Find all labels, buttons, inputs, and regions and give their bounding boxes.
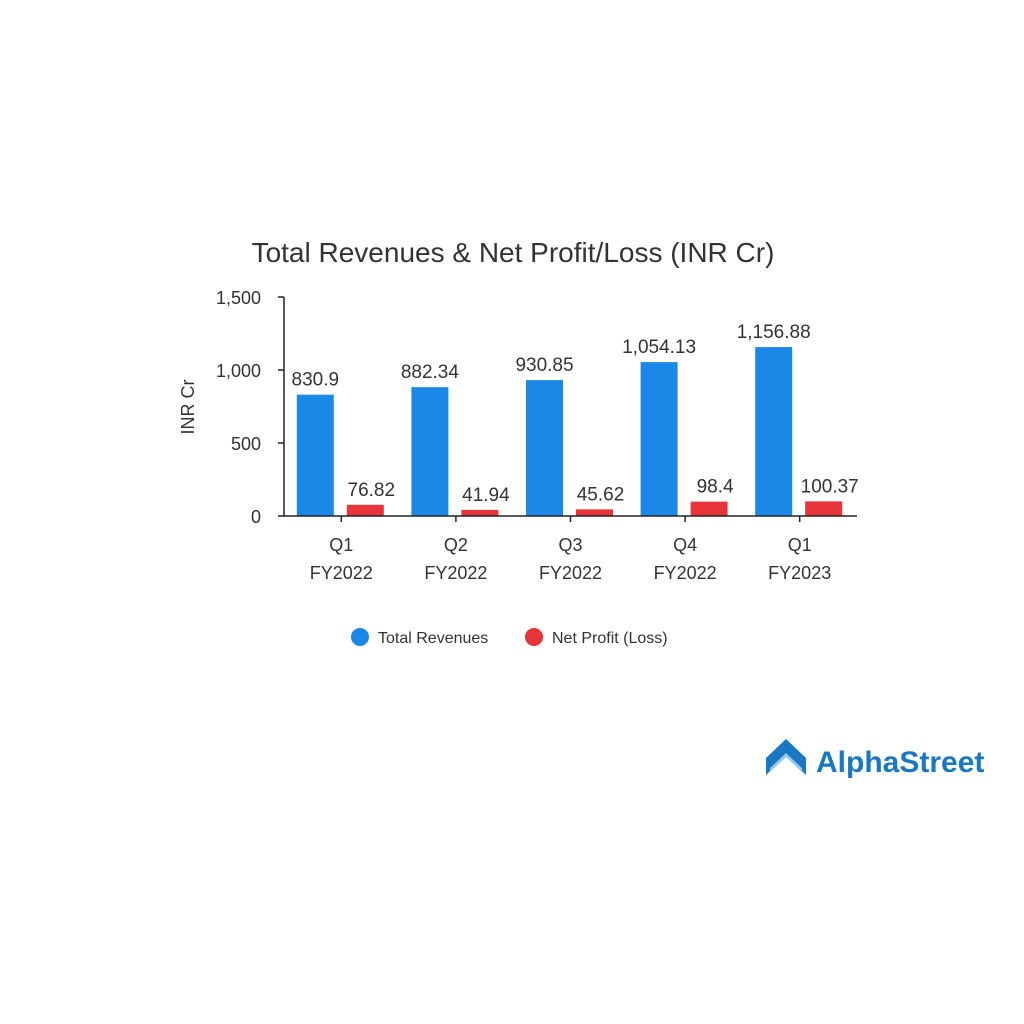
- x-tick-label: Q1: [329, 535, 353, 555]
- y-tick-label: 1,500: [216, 288, 261, 308]
- y-axis-label: INR Cr: [178, 380, 198, 435]
- x-tick-label: FY2022: [424, 563, 487, 583]
- legend: Total Revenues Net Profit (Loss): [351, 628, 668, 647]
- x-tick-label: Q1: [788, 535, 812, 555]
- x-tick-label: Q4: [673, 535, 697, 555]
- bar-net-profit: [805, 501, 843, 516]
- bar-net-profit: [461, 509, 499, 516]
- x-tick-label: Q3: [558, 535, 582, 555]
- data-label: 930.85: [515, 355, 573, 376]
- legend-swatch-net-profit: [525, 628, 543, 646]
- data-label: 882.34: [401, 362, 460, 383]
- alphastreet-logo: AlphaStreet: [766, 739, 984, 779]
- y-axis: 0 500 1,000 1,500: [216, 288, 284, 527]
- data-label: 830.9: [292, 370, 340, 391]
- legend-label-total-revenues: Total Revenues: [378, 630, 488, 647]
- x-tick-label: Q2: [444, 535, 468, 555]
- x-tick-label: FY2022: [654, 563, 717, 583]
- data-label: 98.4: [697, 477, 734, 498]
- data-labels: 830.9 76.82 882.34 41.94 930.85 45.62 1,054.13…: [292, 322, 859, 506]
- bar-total-revenues: [640, 362, 678, 516]
- bar-total-revenues: [296, 394, 334, 516]
- bar-total-revenues: [526, 380, 563, 516]
- bars: [296, 347, 843, 516]
- bar-net-profit: [576, 509, 613, 516]
- y-tick-label: 500: [231, 434, 261, 454]
- data-label: 100.37: [801, 476, 859, 497]
- data-label: 1,156.88: [737, 322, 811, 343]
- data-label: 45.62: [577, 484, 625, 505]
- x-axis: Q1 FY2022 Q2 FY2022 Q3 FY2022 Q4 FY2022 Q1 FY2023: [310, 516, 831, 583]
- x-tick-label: FY2022: [539, 563, 602, 583]
- x-tick-label: FY2022: [310, 563, 373, 583]
- bar-total-revenues: [755, 347, 793, 516]
- brand-name: AlphaStreet: [816, 746, 984, 779]
- legend-swatch-total-revenues: [351, 628, 369, 646]
- alphastreet-logo-icon: [766, 739, 806, 775]
- y-tick-label: 1,000: [216, 361, 261, 381]
- data-label: 1,054.13: [622, 337, 696, 358]
- x-tick-label: FY2023: [768, 563, 831, 583]
- bar-net-profit: [690, 501, 728, 516]
- bar-total-revenues: [411, 387, 449, 516]
- bar-net-profit: [346, 504, 384, 516]
- data-label: 76.82: [348, 480, 396, 501]
- y-tick-label: 0: [251, 507, 261, 527]
- data-label: 41.94: [462, 485, 510, 506]
- legend-label-net-profit: Net Profit (Loss): [552, 630, 668, 647]
- chart-title: Total Revenues & Net Profit/Loss (INR Cr…: [252, 237, 775, 268]
